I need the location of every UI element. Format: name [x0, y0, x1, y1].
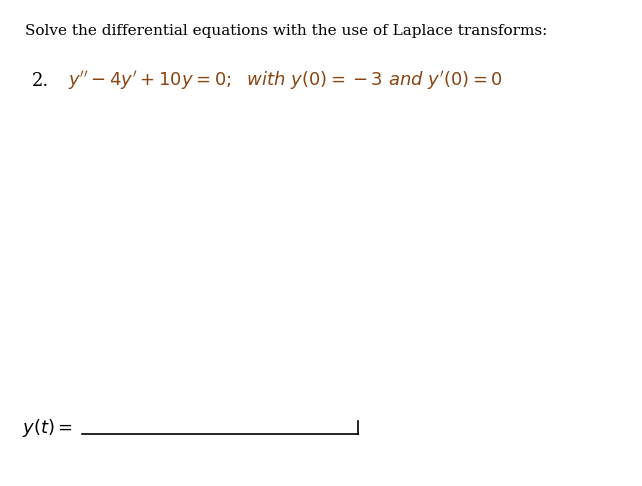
Text: 2.: 2. [32, 72, 49, 90]
Text: $\mathit{y'' - 4y' + 10y = 0;}$  $\mathit{with\ y(0) = -3\ and\ y'(0) = 0}$: $\mathit{y'' - 4y' + 10y = 0;}$ $\mathit… [68, 69, 503, 92]
Text: Solve the differential equations with the use of Laplace transforms:: Solve the differential equations with th… [25, 24, 548, 38]
Text: $\mathit{y(t) =}$: $\mathit{y(t) =}$ [22, 417, 73, 439]
